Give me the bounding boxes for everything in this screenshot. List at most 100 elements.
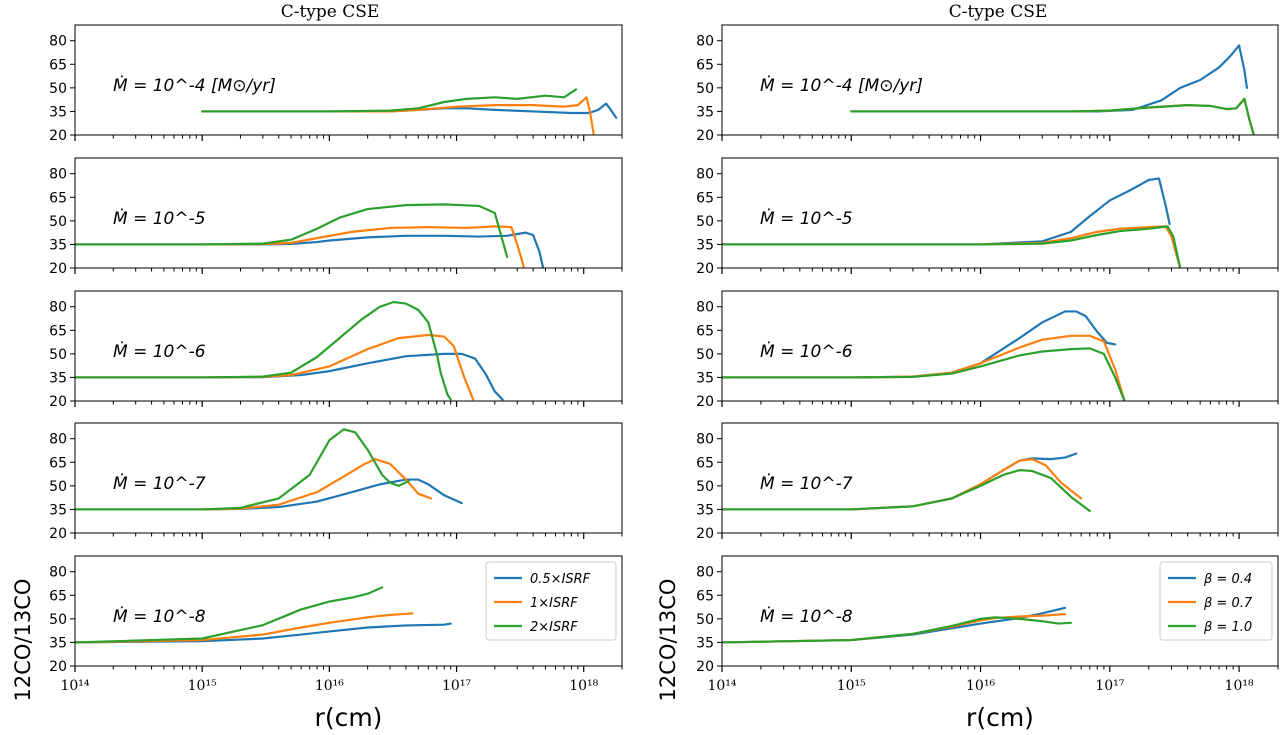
panel-annotation: Ṁ = 10^-4 [M⊙/yr]: [760, 75, 923, 96]
panel-annotation: Ṁ = 10^-6: [113, 341, 206, 362]
y-tick-label: 80: [696, 565, 714, 581]
panel-annotation: Ṁ = 10^-7: [760, 473, 853, 494]
y-tick-label: 35: [49, 635, 67, 651]
legend-box: [1159, 561, 1273, 641]
y-tick-label: 80: [696, 300, 714, 316]
y-tick-label: 65: [696, 323, 714, 339]
y-tick-label: 65: [49, 323, 67, 339]
panel-right-4: 20 35 50 65 80 Ṁ = 10^-7: [696, 422, 1279, 542]
y-tick-label: 50: [696, 214, 714, 230]
panel-annotation: Ṁ = 10^-5: [760, 208, 853, 229]
y-tick-label: 80: [49, 34, 67, 50]
series-line-3: [75, 300, 452, 401]
y-axis-label: 12CO/13CO: [656, 579, 680, 702]
y-tick-label: 65: [49, 190, 67, 206]
y-tick-label: 35: [49, 370, 67, 386]
y-tick-label: 35: [696, 635, 714, 651]
panel-left-1: 20 35 50 65 80 Ṁ = 10^-4 [M⊙/yr]: [49, 24, 623, 144]
panel-right-2: 20 35 50 65 80 Ṁ = 10^-5: [696, 157, 1279, 277]
y-tick-label: 35: [696, 370, 714, 386]
legend-label: β = 0.4: [1203, 572, 1252, 587]
series-line-3: [201, 88, 578, 113]
y-tick-label: 50: [696, 347, 714, 363]
legend-label: 2×ISRF: [530, 620, 578, 635]
legend-label: 1×ISRF: [530, 596, 578, 611]
y-tick-label: 35: [696, 104, 714, 120]
x-axis-label: r(cm): [315, 703, 383, 732]
legend: 0.5×ISRF 1×ISRF 2×ISRF: [485, 561, 617, 641]
x-axis-label: r(cm): [966, 703, 1034, 732]
y-tick-label: 20: [49, 261, 67, 277]
x-tick-label: 10¹⁷: [1095, 678, 1124, 694]
y-tick-label: 80: [49, 300, 67, 316]
series-line-1: [75, 622, 452, 644]
y-tick-label: 35: [49, 104, 67, 120]
y-tick-label: 20: [696, 659, 714, 675]
panel-frame: [721, 157, 1279, 269]
panel-right-5: 20 35 50 65 80 Ṁ = 10^-8 β = 0.4 β = 0.7 β = 1.0…: [696, 555, 1279, 694]
series-line-2: [201, 96, 595, 135]
panel-annotation: Ṁ = 10^-8: [113, 606, 206, 627]
y-tick-label: 65: [696, 190, 714, 206]
chart-title-left: C-type CSE: [281, 2, 380, 22]
legend-label: β = 0.7: [1203, 596, 1253, 611]
y-tick-label: 80: [49, 167, 67, 183]
y-tick-label: 20: [49, 128, 67, 144]
panel-annotation: Ṁ = 10^-8: [760, 606, 853, 627]
x-tick-label: 10¹⁵: [837, 678, 866, 694]
panel-left-2: 20 35 50 65 80 Ṁ = 10^-5: [49, 157, 623, 277]
y-tick-label: 35: [696, 502, 714, 518]
x-tick-label: 10¹⁴: [707, 678, 736, 694]
panel-frame: [74, 422, 623, 534]
y-tick-label: 20: [696, 526, 714, 542]
series-line-3: [722, 347, 1126, 401]
panel-left-4: 20 35 50 65 80 Ṁ = 10^-7: [49, 422, 623, 542]
y-tick-label: 65: [696, 57, 714, 73]
y-tick-label: 80: [696, 432, 714, 448]
series-line-3: [722, 469, 1091, 513]
y-tick-label: 20: [696, 261, 714, 277]
y-tick-label: 20: [49, 394, 67, 410]
y-tick-label: 50: [49, 479, 67, 495]
panel-frame: [74, 555, 623, 667]
y-tick-label: 65: [49, 588, 67, 604]
panel-right-3: 20 35 50 65 80 Ṁ = 10^-6: [696, 290, 1279, 410]
chart-right: 20 35 50 65 80 Ṁ = 10^-4 [M⊙/yr] 20 35 50 65 80 Ṁ =…: [656, 24, 1279, 732]
legend: β = 0.4 β = 0.7 β = 1.0: [1159, 561, 1273, 641]
x-tick-label: 10¹⁶: [966, 678, 995, 694]
y-tick-label: 50: [696, 612, 714, 628]
panel-frame: [74, 157, 623, 269]
y-tick-label: 80: [49, 565, 67, 581]
x-tick-label: 10¹⁵: [188, 678, 217, 694]
panel-frame: [721, 555, 1279, 667]
series-line-3: [75, 586, 384, 644]
legend-box: [485, 561, 617, 641]
y-tick-label: 20: [49, 659, 67, 675]
panel-right-1: 20 35 50 65 80 Ṁ = 10^-4 [M⊙/yr]: [696, 24, 1279, 144]
chart-left: 20 35 50 65 80 Ṁ = 10^-4 [M⊙/yr] 20 35 50 65 80 Ṁ =…: [11, 24, 623, 732]
x-tick-label: 10¹⁸: [1225, 678, 1254, 694]
panel-annotation: Ṁ = 10^-4 [M⊙/yr]: [113, 75, 276, 96]
y-tick-label: 50: [49, 214, 67, 230]
x-tick-label: 10¹⁶: [315, 678, 344, 694]
series-line-3: [850, 97, 1255, 135]
y-tick-label: 50: [696, 81, 714, 97]
y-tick-label: 65: [696, 455, 714, 471]
legend-label: β = 1.0: [1203, 620, 1252, 635]
panel-left-5: 20 35 50 65 80 Ṁ = 10^-8 0.5×ISRF 1×ISRF 2×ISRF 1…: [49, 555, 623, 694]
series-line-3: [75, 428, 410, 511]
y-tick-label: 65: [49, 57, 67, 73]
y-tick-label: 80: [49, 432, 67, 448]
x-tick-label: 10¹⁷: [442, 678, 471, 694]
x-tick-label: 10¹⁴: [60, 678, 89, 694]
y-tick-label: 35: [49, 502, 67, 518]
y-tick-label: 35: [49, 237, 67, 253]
y-tick-label: 20: [696, 394, 714, 410]
panel-frame: [74, 290, 623, 402]
panel-frame: [721, 422, 1279, 534]
series-line-2: [75, 225, 526, 268]
panel-annotation: Ṁ = 10^-7: [113, 473, 206, 494]
panel-frame: [721, 24, 1279, 136]
series-line-3: [722, 225, 1182, 268]
